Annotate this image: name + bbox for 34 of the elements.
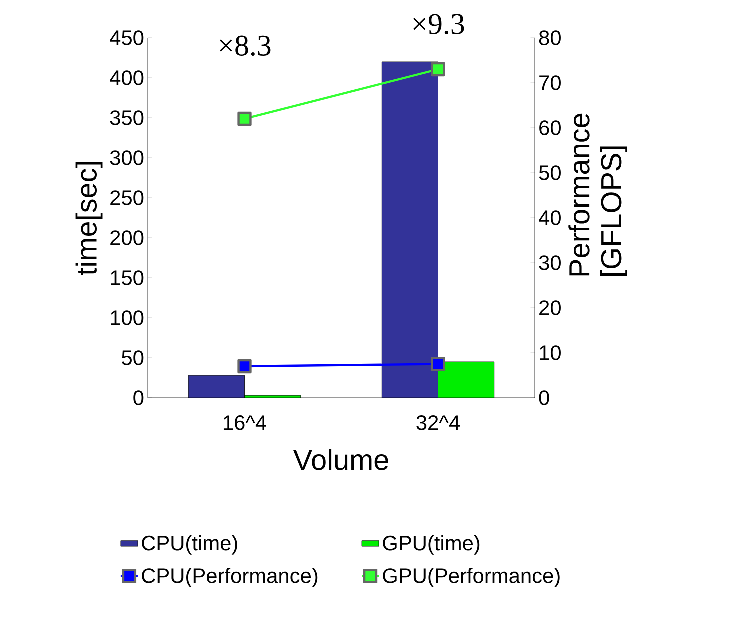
legend-label: GPU(Performance) bbox=[383, 568, 560, 588]
y2-tick-label: 0 bbox=[539, 390, 550, 406]
y2-tick-label: 30 bbox=[539, 256, 561, 270]
legend-label: CPU(time) bbox=[142, 535, 238, 555]
y2-tick-label: 40 bbox=[539, 210, 561, 226]
y-tick-label: 50 bbox=[122, 350, 144, 366]
x-tick-label: 32^4 bbox=[416, 416, 460, 430]
y-tick-label: 100 bbox=[111, 310, 144, 326]
legend-label: GPU(time) bbox=[383, 535, 480, 555]
y-tick-label: 350 bbox=[110, 110, 144, 126]
x-axis-title: Volume bbox=[293, 449, 388, 470]
y2-tick-label: 20 bbox=[540, 300, 561, 316]
point bbox=[431, 357, 446, 372]
point bbox=[238, 112, 252, 126]
y2-tick-label: 60 bbox=[540, 120, 561, 136]
y-tick-label: 450 bbox=[110, 30, 144, 46]
y-tick-label: 400 bbox=[110, 70, 144, 86]
x-tick-label: 16^4 bbox=[224, 416, 266, 430]
annotation: ×8.3 bbox=[220, 36, 271, 56]
y2-axis-title: Performance [GFLOPS] bbox=[568, 114, 628, 276]
legend-label: CPU(Performance) bbox=[142, 568, 318, 588]
y-tick-label: 250 bbox=[110, 190, 144, 206]
y-tick-label: 200 bbox=[110, 230, 144, 246]
y-tick-label: 0 bbox=[134, 390, 144, 406]
y2-tick-label: 10 bbox=[540, 346, 561, 360]
y-tick-label: 150 bbox=[111, 270, 144, 286]
y2-tick-label: 80 bbox=[539, 30, 561, 46]
y2-tick-label: 50 bbox=[539, 166, 561, 180]
y2-tick-label: 70 bbox=[540, 76, 561, 90]
point bbox=[431, 62, 446, 77]
text: ×9.3 bbox=[414, 14, 464, 34]
y-tick-label: 300 bbox=[110, 150, 144, 166]
y-axis-title: time[sec] bbox=[76, 162, 103, 276]
point bbox=[238, 359, 252, 374]
